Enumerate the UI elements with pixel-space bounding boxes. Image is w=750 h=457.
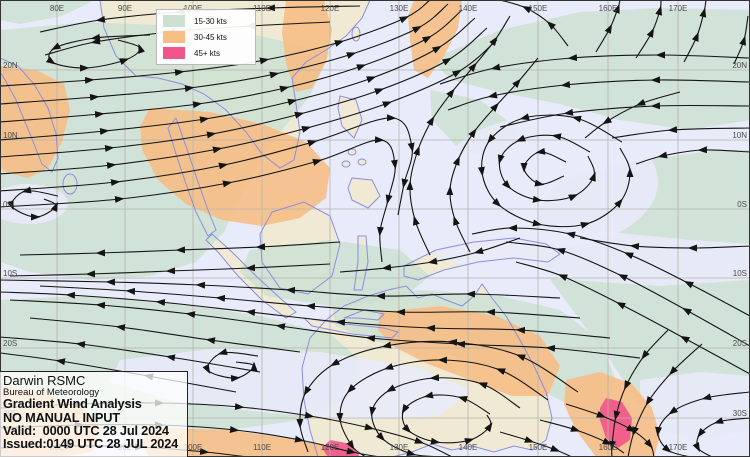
legend-label: 30-45 kts <box>194 32 227 42</box>
svg-text:10S: 10S <box>733 269 747 278</box>
analysis-info-box: Darwin RSMC Bureau of Meteorology Gradie… <box>0 371 188 457</box>
svg-text:150E: 150E <box>529 4 548 13</box>
svg-text:100E: 100E <box>184 4 203 13</box>
svg-text:0S: 0S <box>3 200 13 209</box>
legend-item-45plus: 45+ kts <box>163 47 249 59</box>
manual-input-note: NO MANUAL INPUT <box>3 409 120 425</box>
wind-speed-legend: 15-30 kts 30-45 kts 45+ kts <box>156 9 256 65</box>
legend-item-30-45: 30-45 kts <box>163 31 249 43</box>
legend-swatch-45plus <box>163 47 185 59</box>
svg-text:20S: 20S <box>3 339 17 348</box>
svg-text:90E: 90E <box>118 4 132 13</box>
svg-text:120E: 120E <box>321 443 340 452</box>
svg-text:20N: 20N <box>3 61 18 70</box>
svg-text:170E: 170E <box>669 443 688 452</box>
legend-label: 45+ kts <box>194 48 221 58</box>
legend-swatch-15-30 <box>163 15 185 27</box>
svg-text:20S: 20S <box>733 339 747 348</box>
svg-text:110E: 110E <box>253 443 271 452</box>
bureau-name: Bureau of Meteorology <box>3 386 100 398</box>
svg-text:160E: 160E <box>599 443 618 452</box>
svg-text:130E: 130E <box>390 4 409 13</box>
svg-text:10N: 10N <box>732 131 747 140</box>
valid-time: Valid: 0000 UTC 28 Jul 2024 <box>3 422 169 438</box>
svg-text:160E: 160E <box>599 4 618 13</box>
agency-name: Darwin RSMC <box>3 373 86 388</box>
svg-text:120E: 120E <box>321 4 340 13</box>
svg-text:30S: 30S <box>733 409 747 418</box>
svg-text:170E: 170E <box>669 4 688 13</box>
svg-text:80E: 80E <box>50 4 64 13</box>
svg-text:20N: 20N <box>732 61 747 70</box>
svg-text:110E: 110E <box>253 4 271 13</box>
legend-item-15-30: 15-30 kts <box>163 15 249 27</box>
svg-text:130E: 130E <box>390 443 409 452</box>
svg-text:0S: 0S <box>737 200 747 209</box>
svg-text:140E: 140E <box>459 4 478 13</box>
legend-label: 15-30 kts <box>194 16 227 26</box>
svg-text:10S: 10S <box>3 269 17 278</box>
svg-text:150E: 150E <box>529 443 548 452</box>
issued-time: Issued:0149 UTC 28 JUL 2024 <box>3 436 179 452</box>
chart-title: Gradient Wind Analysis <box>3 396 142 412</box>
svg-text:10N: 10N <box>3 131 18 140</box>
legend-swatch-30-45 <box>163 31 185 43</box>
grid-labels: 80E80E90E90E100E100E110E110E120E120E130E… <box>3 4 747 452</box>
svg-text:100E: 100E <box>184 443 203 452</box>
svg-text:140E: 140E <box>459 443 478 452</box>
